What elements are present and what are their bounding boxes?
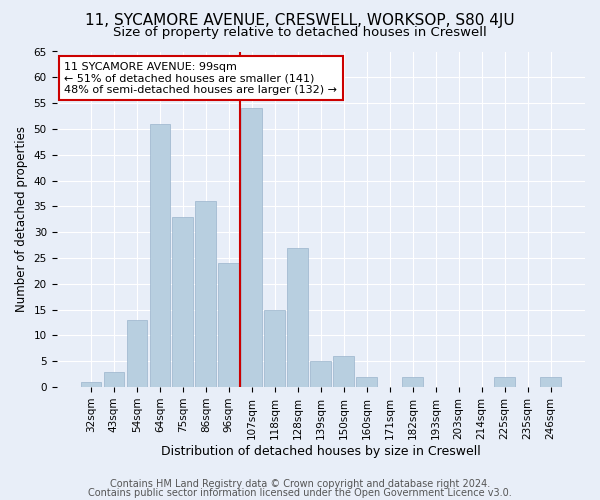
Bar bbox=[287, 248, 308, 387]
X-axis label: Distribution of detached houses by size in Creswell: Distribution of detached houses by size … bbox=[161, 444, 481, 458]
Bar bbox=[403, 377, 423, 387]
Bar bbox=[172, 216, 193, 387]
Bar bbox=[356, 377, 377, 387]
Text: Contains public sector information licensed under the Open Government Licence v3: Contains public sector information licen… bbox=[88, 488, 512, 498]
Text: 11 SYCAMORE AVENUE: 99sqm
← 51% of detached houses are smaller (141)
48% of semi: 11 SYCAMORE AVENUE: 99sqm ← 51% of detac… bbox=[64, 62, 337, 95]
Bar bbox=[149, 124, 170, 387]
Bar bbox=[494, 377, 515, 387]
Text: 11, SYCAMORE AVENUE, CRESWELL, WORKSOP, S80 4JU: 11, SYCAMORE AVENUE, CRESWELL, WORKSOP, … bbox=[85, 12, 515, 28]
Bar bbox=[218, 263, 239, 387]
Bar bbox=[80, 382, 101, 387]
Bar bbox=[334, 356, 354, 387]
Bar bbox=[310, 362, 331, 387]
Bar bbox=[196, 201, 216, 387]
Bar bbox=[540, 377, 561, 387]
Bar bbox=[127, 320, 147, 387]
Y-axis label: Number of detached properties: Number of detached properties bbox=[15, 126, 28, 312]
Bar bbox=[241, 108, 262, 387]
Bar bbox=[265, 310, 285, 387]
Text: Contains HM Land Registry data © Crown copyright and database right 2024.: Contains HM Land Registry data © Crown c… bbox=[110, 479, 490, 489]
Text: Size of property relative to detached houses in Creswell: Size of property relative to detached ho… bbox=[113, 26, 487, 39]
Bar bbox=[104, 372, 124, 387]
